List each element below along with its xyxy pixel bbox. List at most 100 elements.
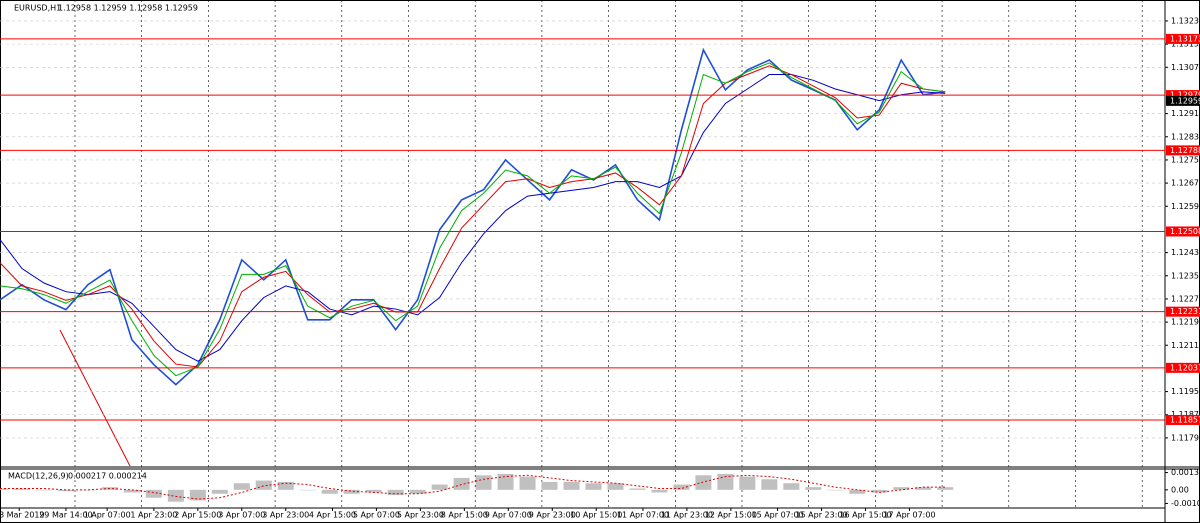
y-tick-label: 1.11795	[1171, 433, 1200, 442]
x-tick-label: 4 Apr 15:00	[309, 511, 356, 520]
x-tick-label: 16 Apr 15:00	[839, 511, 891, 520]
macd-bar	[409, 489, 426, 494]
level-label: 1.12037	[1170, 363, 1200, 372]
y-tick-label: 1.12195	[1171, 318, 1200, 327]
level-label: 1.12979	[1170, 91, 1200, 100]
y-tick-label: 1.11955	[1171, 387, 1200, 396]
x-tick-label: 9 Apr 23:00	[529, 511, 576, 520]
x-tick-label: 11 Apr 23:00	[661, 511, 713, 520]
x-tick-label: 10 Apr 15:00	[570, 511, 622, 520]
level-tag	[1166, 145, 1200, 156]
macd-bar	[629, 488, 646, 490]
macd-bar	[519, 476, 536, 490]
macd-bar	[849, 489, 866, 494]
x-tick-label: 8 Apr 15:00	[441, 511, 488, 520]
y-tick-label: 1.13235	[1171, 16, 1200, 25]
y-tick-label: 1.12355	[1171, 271, 1200, 280]
macd-bar	[299, 489, 316, 491]
macd-bar	[453, 477, 470, 490]
macd-bar	[827, 489, 844, 491]
bid-label: 1.12959	[1170, 96, 1200, 105]
macd-title: MACD(12,26,9)	[8, 472, 69, 481]
x-tick-label: 15 Apr 07:00	[751, 511, 803, 520]
x-tick-label: 29 Mar 14:00	[39, 511, 92, 520]
x-tick-label: 1 Apr 07:00	[84, 511, 131, 520]
macd-bar	[189, 489, 206, 501]
x-tick-label: 17 Apr 07:00	[883, 511, 935, 520]
macd-bar	[475, 475, 492, 490]
macd-bar	[563, 481, 580, 490]
level-tag	[1166, 362, 1200, 373]
level-label: 1.12788	[1170, 146, 1200, 155]
y-tick-label: 1.12595	[1171, 202, 1200, 211]
level-label: 1.13173	[1170, 34, 1200, 43]
macd-bar	[123, 489, 140, 493]
moving-average	[0, 62, 946, 377]
macd-bar	[167, 489, 184, 502]
macd-bar	[695, 475, 712, 490]
x-tick-label: 2 Apr 15:00	[174, 511, 221, 520]
y-tick-label: 1.12675	[1171, 179, 1200, 188]
macd-bar	[387, 489, 404, 496]
macd-bar	[739, 476, 756, 490]
x-tick-label: 5 Apr 23:00	[397, 511, 444, 520]
macd-bar	[211, 489, 228, 494]
x-tick-label: 1 Apr 23:00	[130, 511, 177, 520]
trend-line	[59, 329, 131, 467]
y-tick-label: 1.11875	[1171, 410, 1200, 419]
level-tag	[1166, 90, 1200, 101]
macd-tick-label: -0.001029	[1171, 499, 1200, 508]
x-tick-label: 12 Apr 15:00	[705, 511, 757, 520]
macd-bar	[0, 488, 8, 490]
y-tick-label: 1.12435	[1171, 248, 1200, 257]
level-label: 1.12231	[1170, 307, 1200, 316]
y-tick-label: 1.12915	[1171, 109, 1200, 118]
macd-bar	[915, 487, 932, 490]
x-tick-label: 5 Apr 07:00	[353, 511, 400, 520]
macd-tick-label: 0.001305	[1171, 468, 1200, 477]
macd-bar	[145, 489, 162, 498]
level-tag	[1166, 414, 1200, 425]
level-tag	[1166, 226, 1200, 237]
macd-bar	[585, 483, 602, 490]
bid-tag	[1166, 95, 1200, 106]
macd-bar	[13, 488, 30, 490]
macd-bar	[321, 489, 338, 494]
macd-bar	[255, 480, 272, 490]
macd-bar	[871, 489, 888, 493]
macd-bar	[541, 481, 558, 490]
macd-bar	[783, 483, 800, 490]
macd-bar	[607, 483, 624, 490]
macd-bar	[805, 487, 822, 490]
macd-bar	[937, 487, 954, 490]
macd-signal	[0, 474, 946, 500]
level-label: 1.12508	[1170, 227, 1200, 236]
macd-bar	[35, 489, 52, 491]
x-tick-label: 28 Mar 2019	[0, 511, 45, 520]
y-tick-label: 1.12755	[1171, 155, 1200, 164]
y-tick-label: 1.13075	[1171, 63, 1200, 72]
x-tick-label: 15 Apr 23:00	[795, 511, 847, 520]
macd-bar	[761, 479, 778, 490]
macd-bar	[277, 481, 294, 490]
level-label: 1.11857	[1170, 415, 1200, 424]
quote: 1.12958 1.12959 1.12958 1.12959	[58, 4, 198, 13]
y-tick-label: 1.12275	[1171, 294, 1200, 303]
macd-tick-label: 0.00	[1171, 485, 1189, 494]
symbol: EURUSD,H1	[14, 4, 61, 13]
macd-bar	[893, 487, 910, 490]
macd-bar	[57, 489, 74, 492]
macd-bar	[673, 484, 690, 490]
macd-bar	[343, 489, 360, 494]
x-tick-label: 9 Apr 07:00	[485, 511, 532, 520]
macd-bar	[365, 489, 382, 493]
level-tag	[1166, 306, 1200, 317]
macd-bar	[233, 483, 250, 490]
macd-bar	[651, 489, 668, 493]
x-tick-label: 3 Apr 23:00	[262, 511, 309, 520]
macd-bar	[431, 484, 448, 490]
y-tick-label: 1.12835	[1171, 132, 1200, 141]
y-tick-label: 1.12115	[1171, 341, 1200, 350]
level-tag	[1166, 33, 1200, 44]
